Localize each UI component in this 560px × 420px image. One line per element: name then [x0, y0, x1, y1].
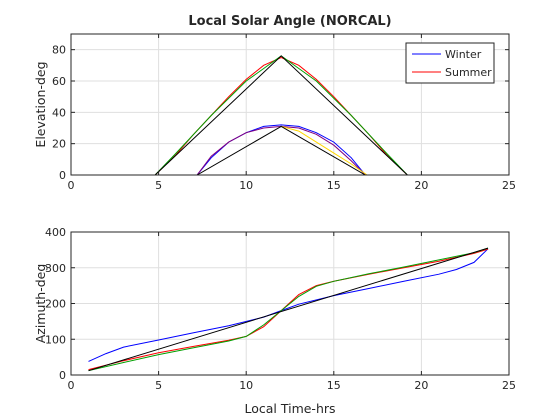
elevation-chart: 0 5 10 15 20 25 0 20 40 60 80 Local Solar Angle (NO… — [33, 14, 516, 192]
legend: Winter Summer — [405, 42, 495, 84]
x-tick-label: 15 — [327, 379, 341, 392]
y-tick-label: 0 — [59, 169, 66, 182]
axes-frame — [70, 33, 510, 176]
x-tick-label: 25 — [502, 379, 516, 392]
x-tick-label: 25 — [502, 179, 516, 192]
y-tick-label: 200 — [45, 298, 66, 311]
y-tick-label: 20 — [52, 138, 66, 151]
series-line-3 — [88, 247, 489, 372]
series-group — [154, 55, 408, 175]
legend-box — [405, 42, 495, 84]
x-tick-label: 0 — [68, 179, 75, 192]
series-line-5 — [196, 125, 366, 175]
x-tick-label: 5 — [155, 179, 162, 192]
x-tick-label: 5 — [155, 379, 162, 392]
series-line-2 — [154, 55, 408, 175]
x-tick-label: 20 — [414, 179, 428, 192]
y-tick-label: 300 — [45, 262, 66, 275]
x-tick-label: 10 — [239, 179, 253, 192]
series-line-4 — [196, 124, 366, 175]
y-tick-label: 0 — [59, 369, 66, 382]
series-line-1 — [88, 248, 489, 362]
series-line-7 — [196, 125, 366, 175]
y-axis-label: Azimuth-deg — [33, 264, 48, 344]
y-tick-label: 400 — [45, 226, 66, 239]
azimuth-chart: 0 5 10 15 20 25 0 100 200 300 400 Azimuth-deg Local … — [33, 226, 516, 416]
x-tick-label: 0 — [68, 379, 75, 392]
y-tick-label: 100 — [45, 333, 66, 346]
series-line-2 — [88, 248, 489, 371]
y-tick-label: 40 — [52, 106, 66, 119]
y-tick-label: 60 — [52, 75, 66, 88]
y-axis-label: Elevation-deg — [33, 61, 48, 147]
series-line-4 — [88, 247, 489, 372]
legend-label-winter: Winter — [445, 48, 482, 61]
x-axis-label: Local Time-hrs — [244, 401, 335, 416]
series-group — [88, 247, 489, 372]
x-tick-label: 10 — [239, 379, 253, 392]
series-line-1 — [154, 56, 408, 175]
x-tick-label: 15 — [327, 179, 341, 192]
legend-label-summer: Summer — [445, 66, 492, 79]
series-line-6 — [281, 125, 368, 175]
y-tick-label: 80 — [52, 44, 66, 57]
chart-title: Local Solar Angle (NORCAL) — [188, 14, 391, 29]
series-line-3 — [154, 55, 408, 175]
x-tick-label: 20 — [414, 379, 428, 392]
